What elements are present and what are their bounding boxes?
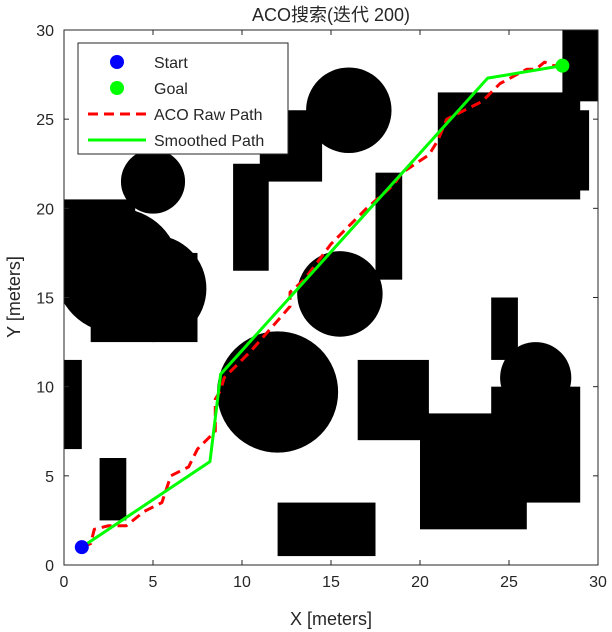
x-tick-label: 5 [149,574,158,591]
obstacle-5 [491,297,518,360]
x-tick-label: 20 [411,574,429,591]
legend-label-smoothed-path: Smoothed Path [154,133,264,150]
x-tick-label: 15 [322,574,340,591]
obstacle-10 [357,359,429,441]
legend-entry-goal: Goal [110,81,188,98]
obstacle-1 [99,458,127,521]
obstacle-16 [99,235,207,343]
y-tick-label: 20 [36,201,54,218]
legend-swatch-goal [110,81,124,95]
x-tick-label: 30 [589,574,607,591]
y-tick-label: 0 [45,558,54,575]
start-marker [74,540,89,555]
obstacle-17 [120,149,186,214]
legend-entries: Start Goal ACO Raw Path Smoothed Path [88,55,264,150]
legend-label-start: Start [154,55,188,72]
obstacle-2 [277,502,376,557]
obstacle-8 [544,110,590,191]
legend-swatch-start [110,55,124,69]
x-axis-label: X [meters] [290,609,372,629]
y-axis-label: Y [meters] [4,256,24,338]
tick-layer: 0 5 10 15 20 25 30 0 5 10 15 20 25 30 [36,23,607,591]
obstacle-18 [217,331,339,453]
y-tick-label: 5 [45,469,54,486]
legend: Start Goal ACO Raw Path Smoothed Path [77,42,289,155]
x-tick-label: 10 [233,574,251,591]
obstacle-0 [64,359,82,450]
smoothed-path-line [80,64,563,549]
x-tick-label: 0 [60,574,69,591]
legend-entry-start: Start [110,55,188,72]
y-tick-label: 30 [36,23,54,40]
legend-label-goal: Goal [154,81,188,98]
legend-entry-aco-raw-path: ACO Raw Path [88,107,262,124]
chart-title: ACO搜索(迭代 200) [252,5,410,25]
obstacle-19 [297,251,383,337]
legend-label-aco-raw-path: ACO Raw Path [154,107,262,124]
x-tick-label: 25 [500,574,518,591]
series-layer [74,58,570,555]
y-tick-label: 10 [36,380,54,397]
aco-raw-path-line [81,60,563,549]
obstacle-21 [500,342,572,414]
y-tick-label: 15 [36,291,54,308]
legend-entry-smoothed-path: Smoothed Path [88,133,264,150]
obstacle-20 [306,67,392,154]
y-tick-label: 25 [36,112,54,129]
goal-marker [555,58,570,73]
